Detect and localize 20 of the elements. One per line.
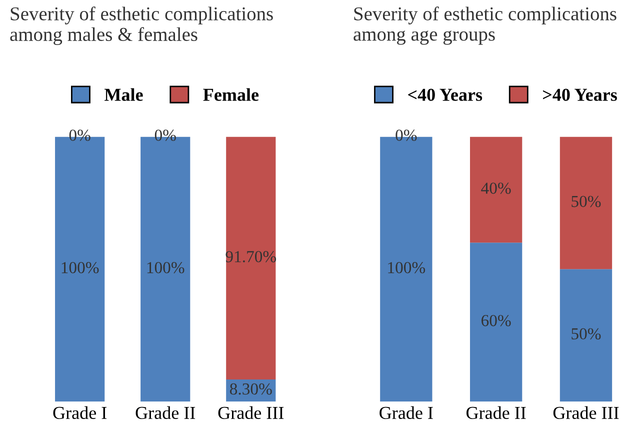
- legend-label: Male: [104, 88, 143, 101]
- data-label: 100%: [147, 262, 184, 274]
- x-tick-label: Grade II: [466, 406, 526, 420]
- series-label: <40 Years: [408, 88, 482, 101]
- data-label: 50%: [572, 196, 601, 208]
- data-label: 100%: [388, 262, 426, 274]
- data-label: 60%: [482, 314, 511, 326]
- x-tick-label: Grade III: [218, 406, 284, 420]
- data-label: 100%: [62, 262, 99, 274]
- chart-title: Severity of esthetic complications among age groups: [354, 6, 616, 45]
- legend-label: Female: [203, 88, 259, 101]
- x-tick-label: Grade I: [53, 406, 107, 420]
- data-label: 40%: [481, 182, 511, 194]
- legend-label: >40 Years: [543, 88, 617, 101]
- data-label: 50%: [572, 328, 601, 340]
- x-tick-label: Grade II: [136, 406, 196, 420]
- chart-title: Severity of esthetic complications among males & females: [10, 6, 273, 46]
- x-tick-label: Grade I: [380, 406, 433, 420]
- data-label: 8.30%: [230, 383, 272, 395]
- x-tick-label: Grade III: [553, 406, 619, 420]
